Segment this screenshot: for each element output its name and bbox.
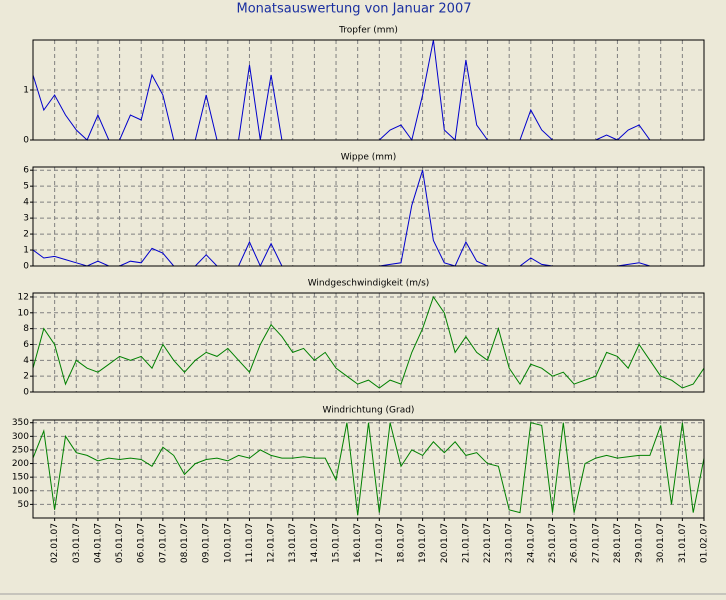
x-tick-label: 07.01.07 — [158, 523, 168, 563]
x-tick-label: 14.01.07 — [310, 523, 320, 563]
x-tick-label: 23.01.07 — [505, 523, 515, 563]
y-tick-label: 150 — [12, 473, 29, 483]
y-tick-label: 1 — [23, 86, 29, 96]
x-tick-label: 28.01.07 — [613, 523, 623, 563]
x-tick-label: 29.01.07 — [635, 523, 645, 563]
x-tick-label: 16.01.07 — [353, 523, 363, 563]
y-tick-label: 12 — [18, 292, 29, 302]
x-tick-label: 27.01.07 — [591, 523, 601, 563]
y-tick-label: 200 — [12, 459, 29, 469]
plot-area — [33, 293, 704, 392]
x-tick-label: 13.01.07 — [288, 523, 298, 563]
y-tick-label: 100 — [12, 486, 29, 496]
x-tick-label: 19.01.07 — [418, 523, 428, 563]
y-tick-label: 2 — [23, 372, 29, 382]
x-tick-label: 01.02.07 — [700, 523, 710, 563]
y-tick-label: 0 — [23, 262, 29, 272]
y-tick-label: 5 — [23, 182, 29, 192]
plot-area — [33, 167, 704, 266]
y-tick-label: 250 — [12, 445, 29, 455]
x-tick-label: 12.01.07 — [267, 523, 277, 563]
x-tick-label: 03.01.07 — [72, 523, 82, 563]
y-tick-label: 4 — [23, 198, 29, 208]
plot-area — [33, 40, 704, 140]
y-tick-label: 3 — [23, 214, 29, 224]
x-tick-label: 08.01.07 — [180, 523, 190, 563]
x-tick-label: 05.01.07 — [115, 523, 125, 563]
x-tick-label: 26.01.07 — [570, 523, 580, 563]
y-tick-label: 0 — [23, 136, 29, 146]
y-tick-label: 300 — [12, 432, 29, 442]
plot-area — [33, 420, 704, 518]
x-tick-label: 06.01.07 — [137, 523, 147, 563]
y-tick-label: 8 — [23, 324, 29, 334]
y-tick-label: 1 — [23, 246, 29, 256]
x-tick-label: 09.01.07 — [202, 523, 212, 563]
x-tick-label: 15.01.07 — [332, 523, 342, 563]
chart-title: Tropfer (mm) — [338, 26, 398, 36]
x-tick-label: 10.01.07 — [223, 523, 233, 563]
x-tick-label: 31.01.07 — [678, 523, 688, 563]
x-tick-label: 02.01.07 — [50, 523, 60, 563]
x-tick-label: 17.01.07 — [375, 523, 385, 563]
x-tick-label: 24.01.07 — [526, 523, 536, 563]
x-tick-label: 25.01.07 — [548, 523, 558, 563]
x-tick-label: 30.01.07 — [656, 523, 666, 563]
data-line — [32, 295, 705, 389]
y-tick-label: 6 — [23, 166, 29, 176]
chart-title: Windrichtung (Grad) — [323, 406, 415, 416]
x-tick-label: 11.01.07 — [245, 523, 255, 563]
x-tick-label: 18.01.07 — [396, 523, 406, 563]
x-tick-label: 04.01.07 — [93, 523, 103, 563]
y-tick-label: 2 — [23, 230, 29, 240]
y-tick-label: 50 — [18, 500, 30, 510]
y-tick-label: 0 — [23, 388, 29, 398]
plot-frame — [32, 166, 705, 267]
y-tick-label: 6 — [23, 340, 29, 350]
chart-title: Wippe (mm) — [341, 153, 397, 163]
data-line — [32, 422, 705, 516]
y-tick-label: 4 — [23, 356, 29, 366]
x-tick-label: 21.01.07 — [461, 523, 471, 563]
x-tick-label: 22.01.07 — [483, 523, 493, 563]
y-tick-label: 350 — [12, 418, 29, 428]
page-title: Monatsauswertung von Januar 2007 — [237, 2, 472, 17]
y-tick-label: 10 — [18, 308, 30, 318]
plot-frame — [32, 419, 705, 519]
plot-frame — [32, 39, 705, 141]
chart-title: Windgeschwindigkeit (m/s) — [308, 279, 430, 289]
x-tick-label: 20.01.07 — [440, 523, 450, 563]
plot-frame — [32, 292, 705, 393]
